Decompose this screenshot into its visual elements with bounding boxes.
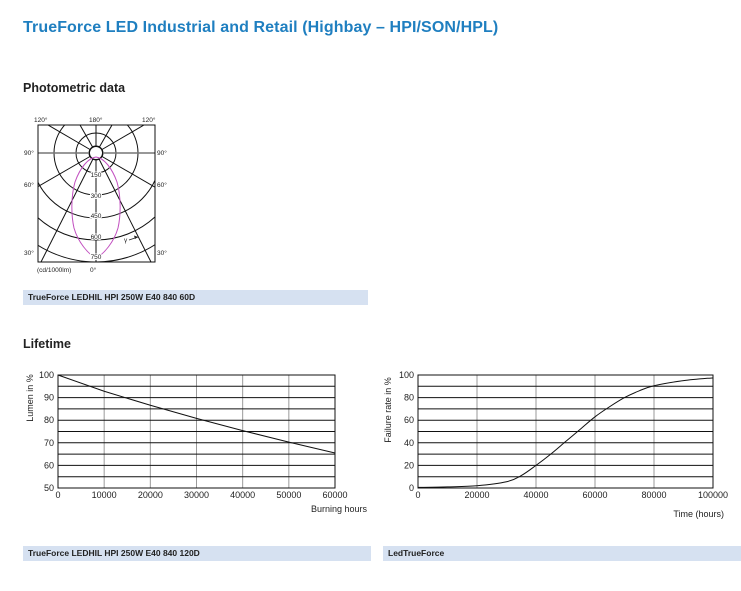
x-tick-label: 40000 — [230, 490, 255, 500]
x-tick-label: 40000 — [523, 490, 548, 500]
lumen-chart-caption: TrueForce LEDHIL HPI 250W E40 840 120D — [23, 546, 371, 561]
angle-label-30-left: 30° — [24, 249, 34, 257]
radial-label-150: 150 — [91, 172, 102, 179]
y-tick-label: 70 — [44, 438, 54, 448]
angle-label-60-right: 60° — [157, 181, 167, 189]
failure-chart-caption: LedTrueForce — [383, 546, 741, 561]
x-tick-label: 0 — [415, 490, 420, 500]
lumen-x-axis-label: Burning hours — [311, 504, 368, 514]
x-tick-label: 30000 — [184, 490, 209, 500]
angle-label-90-right: 90° — [157, 149, 167, 157]
radial-label-600: 600 — [91, 234, 102, 241]
intensity-curve — [71, 156, 121, 259]
x-tick-label: 50000 — [276, 490, 301, 500]
radial-label-750: 750 — [91, 254, 102, 261]
x-tick-label: 20000 — [464, 490, 489, 500]
y-tick-label: 100 — [39, 370, 54, 380]
y-tick-label: 60 — [44, 460, 54, 470]
unit-label: (cd/1000lm) — [37, 267, 71, 274]
plot-frame — [417, 374, 714, 489]
y-tick-label: 90 — [44, 393, 54, 403]
plot-frame — [57, 374, 336, 489]
x-tick-label: 100000 — [698, 490, 728, 500]
failure-y-axis-label: Failure rate in % — [383, 377, 393, 443]
angle-label-180: 180° — [89, 116, 103, 124]
radial-label-450: 450 — [91, 213, 102, 220]
failure-series-line — [417, 377, 714, 488]
photometric-caption: TrueForce LEDHIL HPI 250W E40 840 60D — [23, 290, 368, 305]
gamma-arrow-icon — [128, 235, 139, 241]
x-tick-label: 20000 — [138, 490, 163, 500]
radial-label-300: 300 — [91, 193, 102, 200]
y-tick-label: 50 — [44, 483, 54, 493]
y-tick-label: 80 — [404, 393, 414, 403]
angle-label-90-left: 90° — [24, 149, 34, 157]
y-tick-label: 100 — [399, 370, 414, 380]
photometric-section-title: Photometric data — [23, 81, 126, 95]
failure-x-axis-label: Time (hours) — [673, 509, 724, 519]
x-tick-label: 0 — [55, 490, 60, 500]
lumen-y-axis-label: Lumen in % — [25, 374, 35, 422]
lumen-series-line — [57, 374, 336, 454]
y-tick-label: 20 — [404, 460, 414, 470]
angle-label-120-right: 120° — [142, 116, 156, 124]
angle-label-120-left: 120° — [34, 116, 48, 124]
angle-label-30-right: 30° — [157, 249, 167, 257]
y-tick-label: 40 — [404, 438, 414, 448]
page-title: TrueForce LED Industrial and Retail (Hig… — [23, 19, 499, 36]
gamma-label: γ — [124, 237, 128, 244]
y-tick-label: 80 — [44, 415, 54, 425]
x-tick-label: 60000 — [582, 490, 607, 500]
angle-label-0: 0° — [90, 266, 97, 274]
angle-label-60-left: 60° — [24, 181, 34, 189]
x-tick-label: 80000 — [641, 490, 666, 500]
x-tick-label: 10000 — [92, 490, 117, 500]
y-tick-label: 60 — [404, 415, 414, 425]
lifetime-section-title: Lifetime — [23, 337, 71, 351]
y-tick-label: 0 — [409, 483, 414, 493]
x-tick-label: 60000 — [322, 490, 347, 500]
